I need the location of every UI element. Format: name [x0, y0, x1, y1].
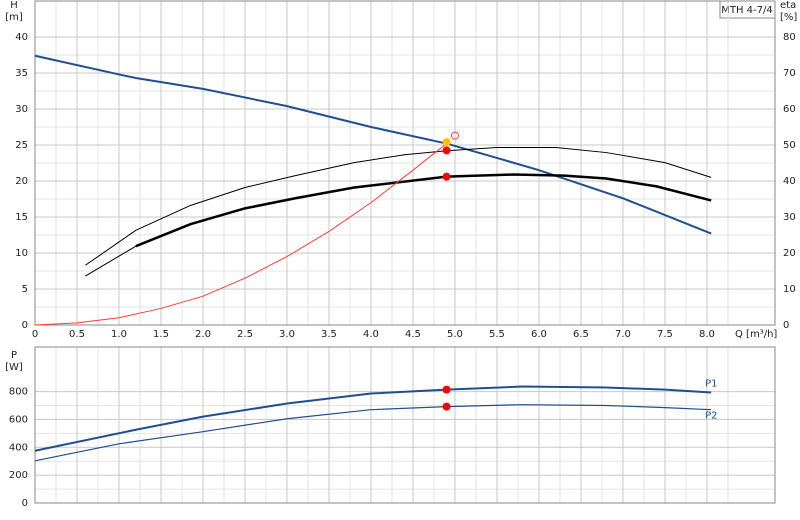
y2-tick-label: 20	[783, 248, 796, 259]
y-label: P	[11, 350, 17, 361]
curve	[85, 245, 137, 277]
operating-point	[442, 385, 451, 394]
y-tick-label: 600	[9, 414, 28, 425]
x-tick-label: 3.0	[279, 329, 295, 340]
model-label: MTH 4-7/4	[721, 5, 773, 16]
x-tick-label: 5.5	[489, 329, 505, 340]
y-tick-label: 40	[15, 32, 28, 43]
y-tick-label: 20	[15, 176, 28, 187]
x-tick-label: 2.5	[237, 329, 253, 340]
y2-tick-label: 10	[783, 284, 796, 295]
x-tick-label: 2.0	[195, 329, 211, 340]
x-tick-label: 0.5	[69, 329, 85, 340]
y-tick-label: 25	[15, 140, 28, 151]
curve	[34, 385, 712, 452]
y-tick-label: 30	[15, 104, 28, 115]
x-tick-label: 1.5	[153, 329, 169, 340]
y-tick-label: 200	[9, 470, 28, 481]
x-tick-label: 4.5	[405, 329, 421, 340]
x-tick-label: 4.0	[363, 329, 379, 340]
y2-tick-label: 60	[783, 104, 796, 115]
y-tick-label: 15	[15, 212, 28, 223]
operating-point	[442, 172, 451, 181]
x-tick-label: 7.0	[615, 329, 631, 340]
x-tick-label: 7.5	[657, 329, 673, 340]
y2-tick-label: 30	[783, 212, 796, 223]
operating-point	[450, 131, 459, 140]
y2-tick-label: 0	[783, 320, 789, 331]
y2-tick-label: 40	[783, 176, 796, 187]
y2-label: eta	[780, 0, 796, 11]
y-tick-label: 35	[15, 68, 28, 79]
curve	[34, 143, 447, 326]
y-tick-label: 10	[15, 248, 28, 259]
plot-frame	[34, 346, 776, 504]
y-unit: [m]	[5, 12, 23, 23]
series-label: P2	[705, 411, 717, 422]
x-tick-label: 6.0	[531, 329, 547, 340]
y2-tick-label: 80	[783, 32, 796, 43]
y-unit: [W]	[5, 362, 23, 373]
operating-point	[442, 138, 451, 147]
x-tick-label: 0	[32, 329, 38, 340]
y2-tick-label: 50	[783, 140, 796, 151]
curve	[34, 404, 712, 462]
plot-frame	[34, 0, 776, 326]
y-tick-label: 400	[9, 442, 28, 453]
x-tick-label: 6.5	[573, 329, 589, 340]
y2-tick-label: 70	[783, 68, 796, 79]
series-label: P1	[705, 379, 717, 390]
x-tick-label: 3.5	[321, 329, 337, 340]
curve	[85, 147, 712, 266]
x-tick-label: 1.0	[111, 329, 127, 340]
y-tick-label: 800	[9, 387, 28, 398]
y-tick-label: 0	[22, 320, 28, 331]
y-tick-label: 0	[22, 498, 28, 509]
operating-point	[442, 402, 451, 411]
y-tick-label: 5	[22, 284, 28, 295]
y2-unit: [%]	[780, 12, 797, 23]
y-label: H	[10, 0, 18, 11]
x-label: Q [m³/h]	[735, 329, 777, 340]
operating-point	[442, 146, 451, 155]
x-tick-label: 8.0	[699, 329, 715, 340]
curve	[34, 54, 712, 235]
x-tick-label: 5.0	[447, 329, 463, 340]
